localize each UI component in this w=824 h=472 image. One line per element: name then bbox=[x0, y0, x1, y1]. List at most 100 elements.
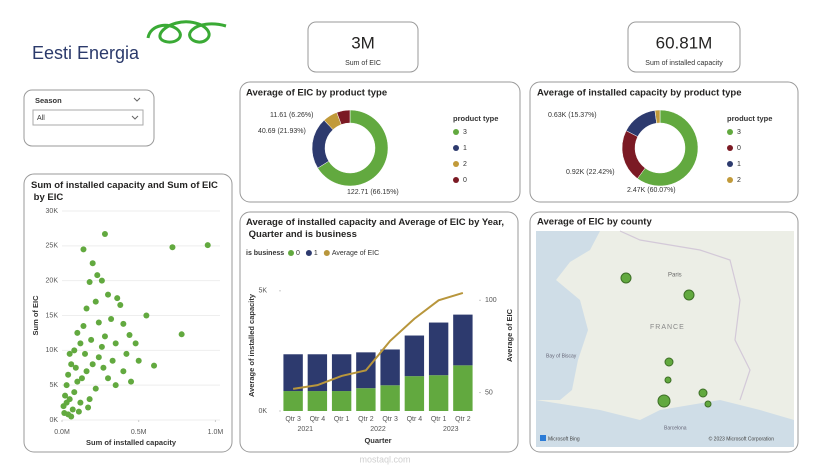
legend-marker bbox=[453, 161, 459, 167]
point bbox=[120, 320, 127, 327]
point bbox=[101, 230, 108, 237]
watermark: mostaql.com bbox=[359, 454, 410, 464]
slicer-title: Season bbox=[35, 96, 62, 105]
logo: Eesti Energia bbox=[32, 20, 227, 63]
chart-title: Sum of installed capacity and Sum of EIC… bbox=[31, 180, 218, 203]
point bbox=[101, 333, 108, 340]
legend-marker bbox=[453, 129, 459, 135]
data-label: 122.71 (66.15%) bbox=[347, 189, 399, 196]
x-axis-title: Sum of installed capacity bbox=[86, 438, 177, 447]
legend-label: 1 bbox=[463, 145, 467, 152]
y2-tick-label: 50 bbox=[485, 389, 493, 396]
legend-marker bbox=[453, 177, 459, 183]
y-tick-label: 25K bbox=[46, 243, 59, 250]
point bbox=[66, 350, 73, 357]
point bbox=[75, 408, 82, 415]
legend-marker bbox=[453, 145, 459, 151]
point bbox=[77, 340, 84, 347]
point bbox=[83, 368, 90, 375]
slicer-selected: All bbox=[37, 115, 45, 122]
x-tick-label: 1.0M bbox=[208, 429, 224, 436]
legend-marker bbox=[727, 145, 733, 151]
y-tick-label: 10K bbox=[46, 347, 59, 354]
point bbox=[204, 242, 211, 249]
border bbox=[619, 230, 751, 401]
slicer-dropdown[interactable] bbox=[32, 109, 144, 126]
point bbox=[92, 385, 99, 392]
bar bbox=[428, 322, 449, 376]
chart-title: Average of EIC by product type bbox=[246, 88, 387, 99]
point bbox=[92, 298, 99, 305]
map-bubble bbox=[657, 394, 671, 408]
point bbox=[95, 319, 102, 326]
point bbox=[169, 244, 176, 251]
point bbox=[98, 343, 105, 350]
x-axis-title: Quarter bbox=[364, 436, 391, 445]
point bbox=[86, 279, 93, 286]
legend-title: product type bbox=[727, 114, 772, 123]
bar bbox=[307, 391, 328, 411]
x-tick-label: Qtr 2 bbox=[358, 416, 374, 423]
donut-slice bbox=[654, 109, 661, 124]
point bbox=[65, 371, 72, 378]
legend-label: 3 bbox=[737, 129, 741, 136]
x-tick-label: Qtr 1 bbox=[431, 416, 447, 423]
point bbox=[77, 399, 84, 406]
data-label: 2.47K (60.07%) bbox=[627, 187, 676, 194]
legend-marker bbox=[288, 250, 294, 256]
legend-label: Average of EIC bbox=[332, 250, 379, 257]
y2-tick-label: 100 bbox=[485, 297, 497, 304]
map-label: FRANCE bbox=[650, 324, 685, 331]
y-axis-title: Sum of EIC bbox=[31, 295, 40, 336]
legend-title: is business bbox=[246, 250, 284, 257]
y-tick-label: 0K bbox=[49, 417, 58, 424]
point bbox=[62, 392, 69, 399]
chart-title: Average of installed capacity and Averag… bbox=[246, 217, 504, 240]
point bbox=[88, 336, 95, 343]
point bbox=[66, 396, 73, 403]
panel bbox=[529, 81, 799, 203]
point bbox=[135, 357, 142, 364]
point bbox=[109, 357, 116, 364]
point bbox=[94, 272, 101, 279]
chevron bbox=[131, 115, 139, 120]
y-tick-label: 30K bbox=[46, 208, 59, 215]
legend-label: 2 bbox=[737, 177, 741, 184]
bar bbox=[356, 388, 376, 411]
x-tick-label: Qtr 3 bbox=[382, 416, 398, 423]
data-label: 0.63K (15.37%) bbox=[548, 112, 597, 119]
bar bbox=[404, 335, 425, 377]
y-axis-title: Average of installed capacity bbox=[247, 293, 256, 397]
data-label: 0.92K (22.42%) bbox=[566, 169, 615, 176]
bar bbox=[453, 314, 473, 366]
point bbox=[100, 364, 107, 371]
point bbox=[120, 368, 127, 375]
donut-slice bbox=[637, 109, 699, 187]
x-tick-label: Qtr 4 bbox=[310, 416, 326, 423]
panel bbox=[239, 211, 519, 453]
x-group-label: 2021 bbox=[297, 426, 313, 433]
map-bubble bbox=[664, 376, 672, 384]
point bbox=[105, 375, 112, 382]
legend-title: product type bbox=[453, 114, 498, 123]
point bbox=[80, 246, 87, 253]
point bbox=[128, 378, 135, 385]
point bbox=[89, 361, 96, 368]
point bbox=[72, 364, 79, 371]
point bbox=[112, 382, 119, 389]
bing-icon bbox=[540, 435, 546, 441]
point bbox=[126, 332, 133, 339]
point bbox=[89, 260, 96, 267]
map-label: Barcelona bbox=[664, 425, 687, 431]
point bbox=[82, 350, 89, 357]
y-tick-label: 5K bbox=[49, 382, 58, 389]
legend-label: 2 bbox=[463, 161, 467, 168]
legend-marker bbox=[305, 250, 312, 256]
point bbox=[143, 312, 150, 319]
point bbox=[83, 305, 90, 312]
x-group-label: 2022 bbox=[370, 426, 386, 433]
legend-marker bbox=[727, 161, 733, 167]
point bbox=[71, 389, 78, 396]
x-group-label: 2023 bbox=[443, 426, 459, 433]
point bbox=[74, 329, 81, 336]
